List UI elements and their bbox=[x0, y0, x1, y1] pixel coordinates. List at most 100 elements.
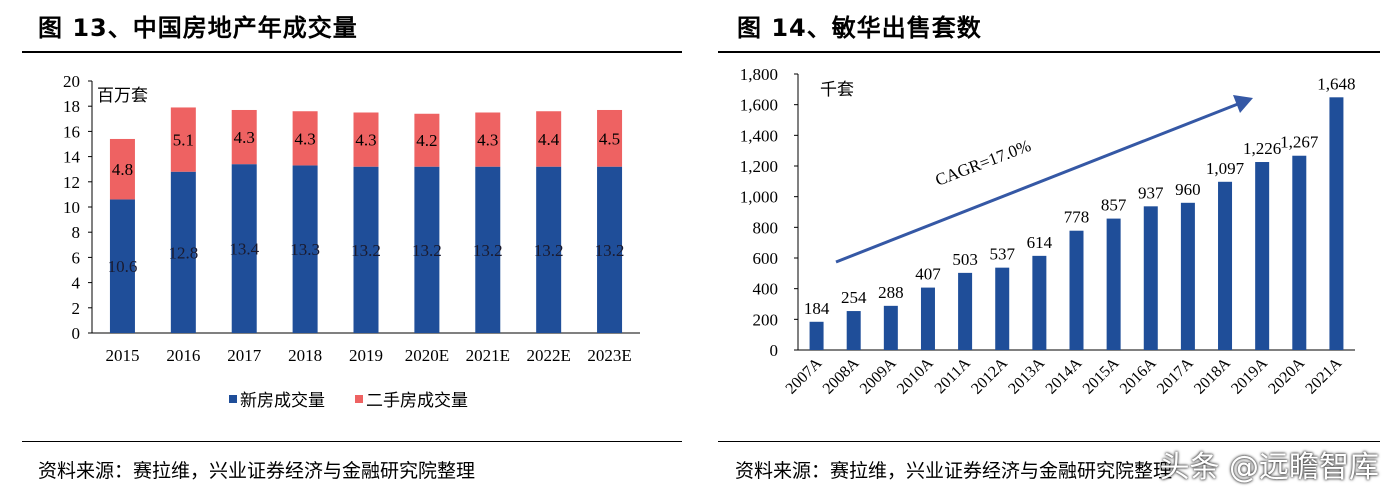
bar-value-label: 4.4 bbox=[538, 130, 560, 149]
bar-units-sold bbox=[1329, 97, 1344, 350]
x-tick-label: 2014A bbox=[1043, 354, 1086, 397]
bar-units-sold bbox=[1292, 155, 1307, 350]
bar-value-label: 13.2 bbox=[595, 241, 625, 260]
bar-value-label: 937 bbox=[1138, 183, 1164, 202]
y-tick-label: 1,800 bbox=[740, 65, 778, 84]
bar-units-sold bbox=[846, 311, 861, 350]
bar-resale-home bbox=[597, 109, 623, 167]
bar-value-label: 503 bbox=[952, 250, 978, 269]
bar-value-label: 407 bbox=[915, 265, 941, 284]
bar-value-label: 4.3 bbox=[477, 131, 498, 150]
cagr-annotation: CAGR=17.0% bbox=[933, 136, 1034, 190]
y-tick-label: 800 bbox=[753, 218, 779, 237]
bar-units-sold bbox=[883, 305, 898, 350]
y-tick-label: 1,400 bbox=[740, 126, 778, 145]
x-tick-label: 2017A bbox=[1154, 354, 1197, 397]
y-unit-label: 千套 bbox=[820, 80, 854, 99]
cagr-arrow-line bbox=[835, 100, 1244, 264]
y-tick-label: 16 bbox=[63, 122, 80, 141]
bar-units-sold bbox=[1255, 162, 1270, 350]
x-tick-label: 2015 bbox=[105, 346, 139, 365]
bar-value-label: 960 bbox=[1175, 180, 1201, 199]
right-chart-title: 图 14、敏华出售套数 bbox=[737, 14, 982, 42]
left-chart: 0 2 4 6 8 10 12 14 16 18 20 百万套 10.6 4.8 2015 12.8 5.1 20… bbox=[63, 72, 640, 410]
x-tick-label: 2016 bbox=[166, 346, 200, 365]
bar-value-label: 184 bbox=[804, 299, 830, 318]
left-chart-title: 图 13、中国房地产年成交量 bbox=[38, 14, 358, 42]
legend-label: 新房成交量 bbox=[240, 391, 325, 410]
bar-value-label: 13.2 bbox=[412, 241, 442, 260]
left-source-rule bbox=[22, 441, 682, 442]
bar-resale-home bbox=[353, 112, 379, 167]
x-tick-label: 2007A bbox=[783, 354, 826, 397]
bar-resale-home bbox=[475, 112, 501, 167]
x-tick-label: 2013A bbox=[1005, 354, 1048, 397]
bar-new-home bbox=[292, 165, 318, 333]
bar-new-home bbox=[170, 171, 196, 333]
x-tick-label: 2018 bbox=[288, 346, 322, 365]
bar-value-label: 12.8 bbox=[168, 243, 198, 262]
y-unit-label: 百万套 bbox=[97, 86, 148, 105]
bar-new-home bbox=[536, 166, 562, 333]
y-tick-label: 400 bbox=[753, 280, 779, 299]
y-tick-label: 200 bbox=[753, 310, 779, 329]
bar-units-sold bbox=[1143, 206, 1158, 350]
bar-resale-home bbox=[109, 138, 135, 200]
bar-units-sold bbox=[958, 272, 973, 350]
bar-resale-home bbox=[292, 111, 318, 166]
bar-value-label: 13.4 bbox=[229, 240, 259, 259]
bar-value-label: 1,648 bbox=[1317, 74, 1355, 93]
watermark: 头条 @远瞻智库 bbox=[1159, 450, 1379, 485]
x-tick-label: 2008A bbox=[820, 354, 863, 397]
bar-value-label: 1,267 bbox=[1280, 133, 1319, 152]
bar-value-label: 4.5 bbox=[599, 129, 620, 148]
x-tick-label: 2019A bbox=[1228, 354, 1271, 397]
bar-value-label: 778 bbox=[1064, 208, 1090, 227]
y-tick-label: 20 bbox=[63, 72, 80, 91]
bar-resale-home bbox=[414, 113, 440, 167]
bar-resale-home bbox=[536, 111, 562, 167]
y-tick-label: 0 bbox=[770, 341, 779, 360]
x-tick-label: 2020E bbox=[405, 346, 449, 365]
bar-units-sold bbox=[1218, 181, 1233, 350]
x-tick-label: 2021E bbox=[466, 346, 510, 365]
bar-value-label: 13.3 bbox=[290, 240, 320, 259]
bar-units-sold bbox=[1106, 218, 1121, 350]
bar-units-sold bbox=[1032, 255, 1047, 350]
bar-value-label: 4.2 bbox=[416, 131, 437, 150]
y-tick-label: 1,000 bbox=[740, 188, 778, 207]
x-tick-label: 2015A bbox=[1080, 354, 1123, 397]
right-source-rule bbox=[718, 441, 1380, 442]
bar-resale-home bbox=[170, 107, 196, 172]
bar-new-home bbox=[414, 166, 440, 333]
bar-value-label: 13.2 bbox=[473, 241, 503, 260]
bar-value-label: 5.1 bbox=[173, 131, 194, 150]
y-tick-label: 4 bbox=[72, 274, 81, 293]
bar-new-home bbox=[353, 166, 379, 333]
left-source-note: 资料来源：赛拉维，兴业证券经济与金融研究院整理 bbox=[38, 460, 476, 482]
bar-new-home bbox=[231, 164, 257, 333]
bar-new-home bbox=[109, 199, 135, 333]
x-tick-label: 2020A bbox=[1265, 354, 1308, 397]
bar-value-label: 857 bbox=[1101, 196, 1127, 215]
y-tick-label: 6 bbox=[72, 248, 81, 267]
bar-units-sold bbox=[995, 267, 1010, 350]
x-tick-label: 2009A bbox=[857, 354, 900, 397]
y-tick-label: 600 bbox=[753, 249, 779, 268]
bar-value-label: 4.3 bbox=[355, 131, 376, 150]
right-title-rule bbox=[718, 51, 1380, 53]
left-title-rule bbox=[22, 51, 682, 53]
bar-value-label: 614 bbox=[1027, 233, 1053, 252]
x-tick-label: 2023E bbox=[587, 346, 631, 365]
bar-value-label: 10.6 bbox=[108, 257, 138, 276]
bar-units-sold bbox=[1180, 202, 1195, 350]
x-tick-label: 2022E bbox=[526, 346, 570, 365]
legend-swatch-new-home bbox=[229, 395, 237, 403]
x-tick-label: 2018A bbox=[1191, 354, 1234, 397]
y-tick-label: 18 bbox=[63, 97, 80, 116]
y-tick-label: 1,600 bbox=[740, 96, 778, 115]
x-tick-label: 2011A bbox=[932, 354, 975, 397]
y-tick-label: 8 bbox=[72, 223, 81, 242]
cagr-arrow-head bbox=[1233, 95, 1253, 113]
x-tick-label: 2010A bbox=[894, 354, 937, 397]
